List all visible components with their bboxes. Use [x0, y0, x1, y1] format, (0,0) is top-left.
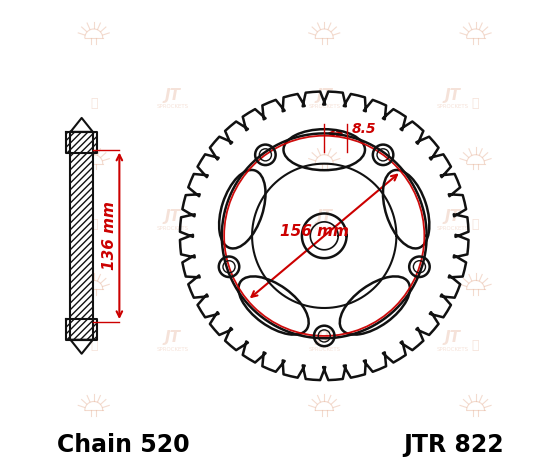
- Text: 8.5: 8.5: [352, 122, 376, 136]
- Text: JTR 822: JTR 822: [403, 433, 503, 457]
- Text: JT: JT: [165, 330, 181, 345]
- Text: SPROCKETS: SPROCKETS: [308, 347, 340, 352]
- Text: JT: JT: [316, 88, 332, 103]
- Text: JT: JT: [165, 209, 181, 224]
- Text: SPROCKETS: SPROCKETS: [308, 105, 340, 109]
- Text: SPROCKETS: SPROCKETS: [436, 347, 468, 352]
- Text: SPROCKETS: SPROCKETS: [308, 226, 340, 231]
- Text: 136 mm: 136 mm: [101, 201, 116, 270]
- Text: 光: 光: [472, 218, 479, 231]
- Text: SPROCKETS: SPROCKETS: [157, 226, 189, 231]
- Text: JT: JT: [444, 330, 460, 345]
- Text: 光: 光: [90, 339, 97, 352]
- Text: JT: JT: [316, 209, 332, 224]
- Text: SPROCKETS: SPROCKETS: [157, 105, 189, 109]
- Text: 光: 光: [90, 97, 97, 110]
- Text: JT: JT: [165, 88, 181, 103]
- Text: 156 mm: 156 mm: [281, 224, 349, 239]
- Text: 光: 光: [90, 218, 97, 231]
- Text: SPROCKETS: SPROCKETS: [157, 347, 189, 352]
- Text: Chain 520: Chain 520: [57, 433, 189, 457]
- Bar: [71, 132, 93, 340]
- Text: SPROCKETS: SPROCKETS: [436, 226, 468, 231]
- Text: JT: JT: [316, 330, 332, 345]
- Text: JT: JT: [444, 209, 460, 224]
- Text: 光: 光: [472, 339, 479, 352]
- Text: JT: JT: [444, 88, 460, 103]
- Bar: [66, 319, 97, 340]
- Text: 光: 光: [472, 97, 479, 110]
- Bar: [66, 132, 97, 153]
- Text: SPROCKETS: SPROCKETS: [436, 105, 468, 109]
